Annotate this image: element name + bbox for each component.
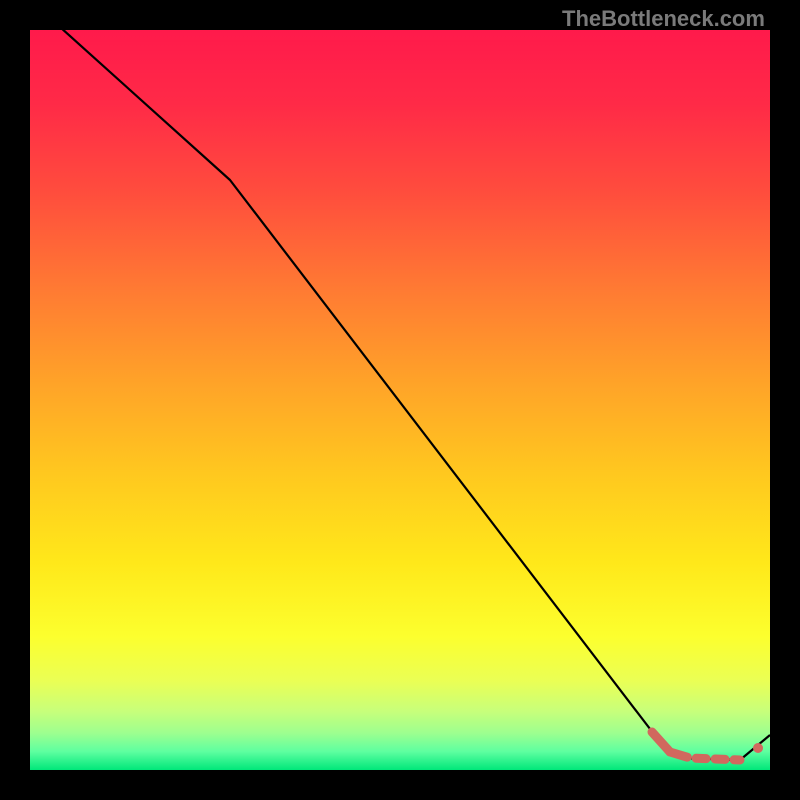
plot-area [30,30,770,770]
watermark-text: TheBottleneck.com [562,6,765,32]
